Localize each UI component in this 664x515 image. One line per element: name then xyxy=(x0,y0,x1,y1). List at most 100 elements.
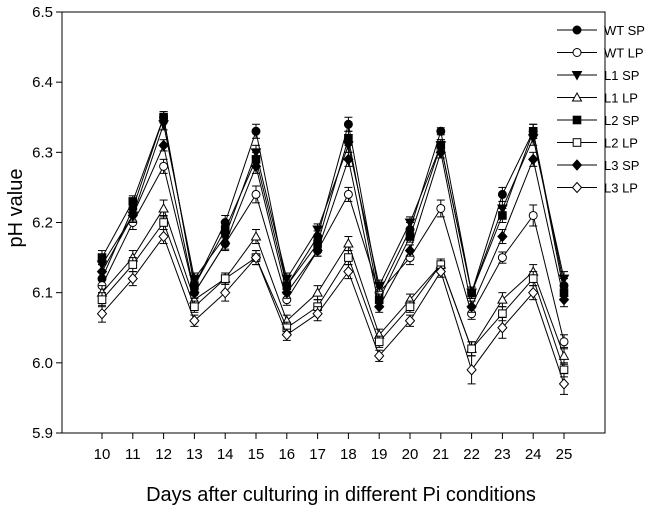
data-point xyxy=(435,146,446,159)
y-axis-title: pH value xyxy=(5,169,27,248)
x-tick-label: 15 xyxy=(248,446,265,463)
legend-marker xyxy=(572,25,582,35)
data-point xyxy=(251,126,261,136)
data-point xyxy=(498,211,507,220)
data-point xyxy=(158,202,169,213)
series-line-l3-lp xyxy=(101,235,565,385)
series-line-wt-lp xyxy=(101,164,565,342)
data-point xyxy=(436,203,446,213)
data-point xyxy=(250,251,262,264)
data-point xyxy=(559,365,569,375)
data-point xyxy=(374,350,385,362)
data-point xyxy=(127,209,138,222)
data-point xyxy=(405,232,415,241)
series-line-l1-lp xyxy=(101,207,565,356)
data-point xyxy=(158,230,169,243)
series-line-l2-sp xyxy=(101,115,565,302)
data-point xyxy=(344,134,353,143)
data-point xyxy=(343,265,354,278)
data-point xyxy=(435,265,446,278)
data-point xyxy=(128,197,138,206)
data-point xyxy=(528,126,538,136)
data-point xyxy=(312,307,323,320)
legend-marker xyxy=(571,181,583,194)
data-point xyxy=(497,189,507,199)
y-tick-label: 6.3 xyxy=(32,144,53,161)
legend-label: L2 SP xyxy=(604,113,639,128)
data-point xyxy=(220,286,231,299)
data-point xyxy=(559,337,569,347)
data-point xyxy=(404,314,416,327)
data-point xyxy=(436,126,446,136)
x-tick-label: 22 xyxy=(463,446,480,463)
series-l2-lp xyxy=(97,214,569,378)
data-point xyxy=(404,244,416,257)
series-l3-lp xyxy=(96,229,570,395)
data-point xyxy=(312,287,323,297)
data-point xyxy=(344,253,353,262)
data-point xyxy=(374,337,384,347)
data-point xyxy=(558,378,570,390)
data-point xyxy=(528,153,539,166)
series-layer xyxy=(96,111,570,395)
data-point xyxy=(250,231,262,241)
x-tick-label: 16 xyxy=(278,446,295,463)
data-point xyxy=(343,238,354,248)
data-point xyxy=(343,119,353,129)
y-tick-label: 6.2 xyxy=(32,215,53,232)
legend-label: L3 LP xyxy=(604,181,638,196)
x-axis-title: Days after culturing in different Pi con… xyxy=(146,484,536,506)
data-point xyxy=(312,244,323,257)
data-point xyxy=(374,300,385,313)
data-point xyxy=(343,189,353,199)
legend-entry-l1-lp: L1 LP xyxy=(557,91,638,106)
data-point xyxy=(281,329,292,341)
data-point xyxy=(281,286,292,299)
data-point xyxy=(127,272,138,285)
data-point xyxy=(497,253,507,263)
legend-label: L1 LP xyxy=(604,91,638,106)
legend-label: WT SP xyxy=(604,23,645,38)
data-point xyxy=(189,314,200,327)
data-point xyxy=(558,293,570,306)
data-point xyxy=(220,225,230,234)
legend-label: L2 LP xyxy=(604,136,638,151)
data-point xyxy=(467,288,476,297)
legend-label: L1 SP xyxy=(604,68,639,83)
data-point xyxy=(158,139,169,152)
legend-entry-l2-lp: L2 LP xyxy=(557,136,638,151)
legend-entry-wt-sp: WT SP xyxy=(557,23,645,38)
data-point xyxy=(528,210,538,220)
y-tick-label: 6.5 xyxy=(32,4,53,21)
series-line-l2-lp xyxy=(101,221,565,371)
x-tick-label: 11 xyxy=(125,446,141,463)
data-point xyxy=(467,344,476,354)
data-point xyxy=(497,322,508,334)
legend-marker xyxy=(571,71,583,81)
x-tick-label: 23 xyxy=(494,446,511,463)
legend-entry-l3-lp: L3 LP xyxy=(557,181,638,196)
legend-entry-l2-sp: L2 SP xyxy=(557,113,639,128)
legend-label: WT LP xyxy=(604,46,644,61)
data-point xyxy=(343,153,354,166)
data-point xyxy=(96,265,108,278)
x-tick-label: 19 xyxy=(371,446,388,463)
data-point xyxy=(96,307,108,320)
y-tick-label: 6.4 xyxy=(32,74,53,91)
x-tick-label: 17 xyxy=(309,446,326,463)
y-tick-label: 6.0 xyxy=(32,355,53,372)
data-point xyxy=(497,230,508,243)
data-point xyxy=(405,302,415,311)
data-point xyxy=(159,112,168,122)
data-point xyxy=(466,300,477,313)
x-tick-label: 24 xyxy=(525,446,542,463)
data-point xyxy=(220,274,230,283)
x-tick-label: 21 xyxy=(432,446,449,463)
data-point xyxy=(497,294,508,304)
legend-entry-wt-lp: WT LP xyxy=(557,46,644,61)
legend: WT SP WT LP L1 SP L1 LP L2 SP L2 LP L3 SP L3 LP xyxy=(557,23,645,196)
data-point xyxy=(189,274,200,285)
legend-marker xyxy=(572,138,582,147)
data-point xyxy=(97,253,107,262)
